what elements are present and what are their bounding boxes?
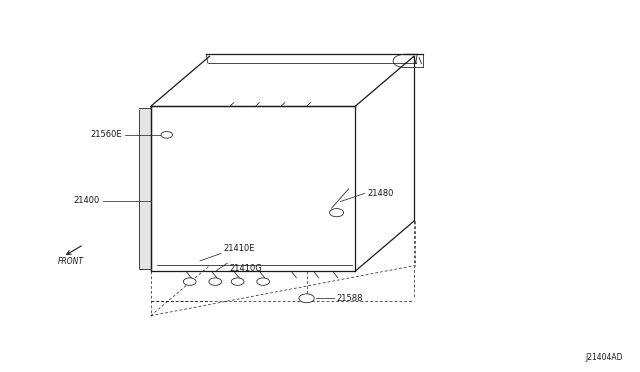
Circle shape bbox=[183, 278, 196, 285]
Circle shape bbox=[209, 278, 221, 285]
Text: 21400: 21400 bbox=[74, 196, 100, 205]
Text: 21410G: 21410G bbox=[229, 264, 262, 273]
Circle shape bbox=[231, 278, 244, 285]
Text: 21410E: 21410E bbox=[223, 244, 255, 253]
Polygon shape bbox=[140, 108, 151, 269]
Circle shape bbox=[299, 294, 314, 303]
Text: 21480: 21480 bbox=[367, 189, 394, 198]
Text: 21560E: 21560E bbox=[90, 130, 122, 140]
Circle shape bbox=[330, 209, 344, 217]
Circle shape bbox=[161, 132, 173, 138]
Text: J21404AD: J21404AD bbox=[586, 353, 623, 362]
Circle shape bbox=[257, 278, 269, 285]
Text: 21588: 21588 bbox=[337, 294, 363, 303]
Text: FRONT: FRONT bbox=[58, 257, 84, 266]
